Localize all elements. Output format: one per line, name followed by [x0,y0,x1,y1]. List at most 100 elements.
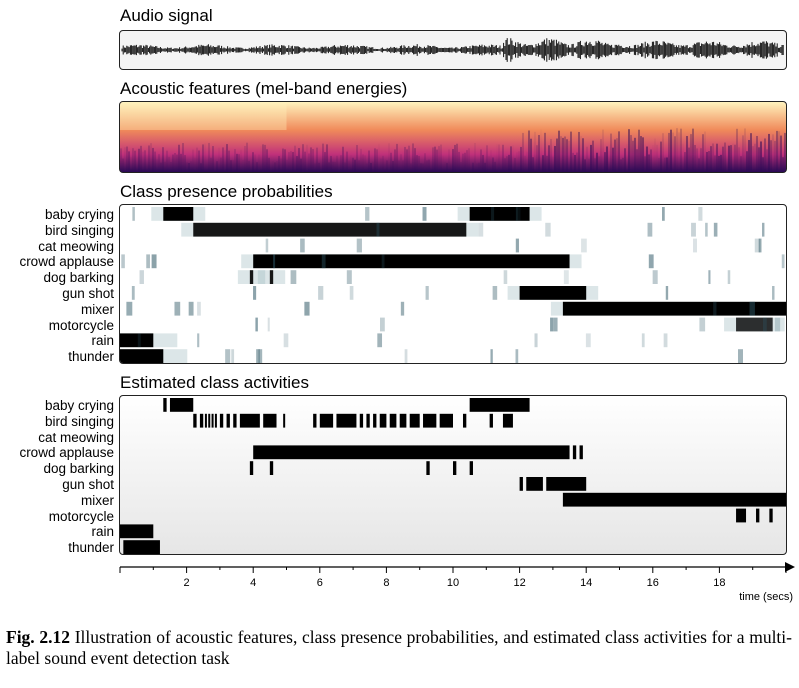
mel-band-column [174,153,176,172]
mel-band-column [636,149,638,172]
activity-plot [120,398,786,554]
probability-tick-thunder [490,349,493,363]
mel-band-column [560,136,562,172]
probability-cell-baby-crying [163,207,194,221]
mel-band-column [420,163,422,172]
time-tick-label: 14 [580,577,592,589]
mel-band-column [436,149,438,172]
mel-band-column [596,152,598,172]
probability-tick-mixer [400,301,405,316]
mel-band-column [508,154,510,172]
mel-band-column [594,158,596,172]
mel-band-column [324,152,326,172]
mel-band-column [730,145,732,172]
mel-band-column [650,149,652,172]
mel-band-column [386,160,388,172]
figure-caption-label: Fig. 2.12 [6,627,71,647]
mel-band-column [622,157,624,172]
probability-tick-dog-barking [503,270,508,284]
activity-bar-baby-crying [169,398,194,412]
mel-band-column [396,143,398,172]
mel-band-column [584,159,586,172]
mel-spectrogram [120,102,786,172]
probability-tick-cat-meowing [758,238,762,253]
probability-tick-rain [663,333,668,348]
probability-label-thunder: thunder [68,349,114,365]
mel-band-column [328,162,330,172]
mel-band-column [744,128,746,172]
mel-band-column [684,152,686,172]
mel-band-column [176,154,178,172]
mel-band-column [354,159,356,172]
activity-bar-bird-singing [359,413,364,428]
probability-tick-baby-crying [662,207,665,221]
mel-band-column [208,142,210,172]
mel-band-column [194,157,196,172]
probability-label-cat-meowing: cat meowing [38,238,114,254]
probability-tick-rain [377,333,383,348]
mel-band-column [706,151,708,172]
mel-band-column [390,152,392,172]
mel-band-column [376,149,378,172]
mel-band-column [704,131,706,172]
probability-tick-motorcycle [774,317,781,332]
probability-cell-dog-barking [249,270,254,284]
probability-tick-dog-barking [652,270,658,284]
mel-band-column [462,153,464,172]
mel-band-column [350,155,352,172]
mel-band-column [192,149,194,172]
mel-band-column [380,158,382,172]
mel-band-column [402,160,404,172]
activity-bar-bird-singing [319,413,334,428]
mel-band-column [768,133,770,172]
mel-band-column [564,136,566,172]
mel-band-column [754,143,756,172]
mel-band-column [370,162,372,172]
mel-band-column [778,131,780,172]
mel-band-column [414,148,416,172]
mel-band-column [498,144,500,172]
mel-band-column [322,143,324,172]
activity-label-rain: rain [91,524,114,540]
mel-band-column [550,138,552,172]
activity-bar-bird-singing [366,413,370,428]
mel-band-column [776,130,778,172]
mel-band-column [514,157,516,172]
mel-band-column [556,138,558,172]
mel-band-column [334,161,336,172]
mel-band-column [128,151,130,172]
mel-band-column [686,136,688,172]
mel-band-column [274,162,276,172]
activity-bar-bird-singing [211,413,214,428]
probability-tick-gun-shot [665,286,669,300]
mel-band-column [440,144,442,172]
mel-band-column [296,156,298,172]
mel-band-column [314,163,316,172]
mel-band-column [630,135,632,172]
mel-band-column [592,140,594,172]
mel-band-column [442,156,444,172]
mel-band-column [254,154,256,172]
mel-band-column [196,147,198,172]
time-axis-label: time (secs) [739,591,793,603]
mel-band-column [210,157,212,172]
probability-label-rain: rain [91,333,114,349]
mel-band-column [304,151,306,172]
mel-band-column [456,143,458,172]
mel-band-column [416,155,418,172]
mel-band-column [406,149,408,172]
mel-band-column [542,155,544,172]
mel-band-column [154,151,156,172]
mel-band-column [642,137,644,172]
mel-band-column [422,163,424,172]
probability-tick-thunder [738,349,743,363]
mel-band-column [162,147,164,172]
mel-band-column [152,147,154,172]
probability-tick-dog-barking [346,270,352,284]
mel-band-column [244,146,246,172]
mel-band-column [506,156,508,172]
mel-band-column [660,141,662,172]
mel-band-column [534,131,536,172]
activity-bar-bird-singing [462,413,467,428]
mel-band-column [610,133,612,172]
